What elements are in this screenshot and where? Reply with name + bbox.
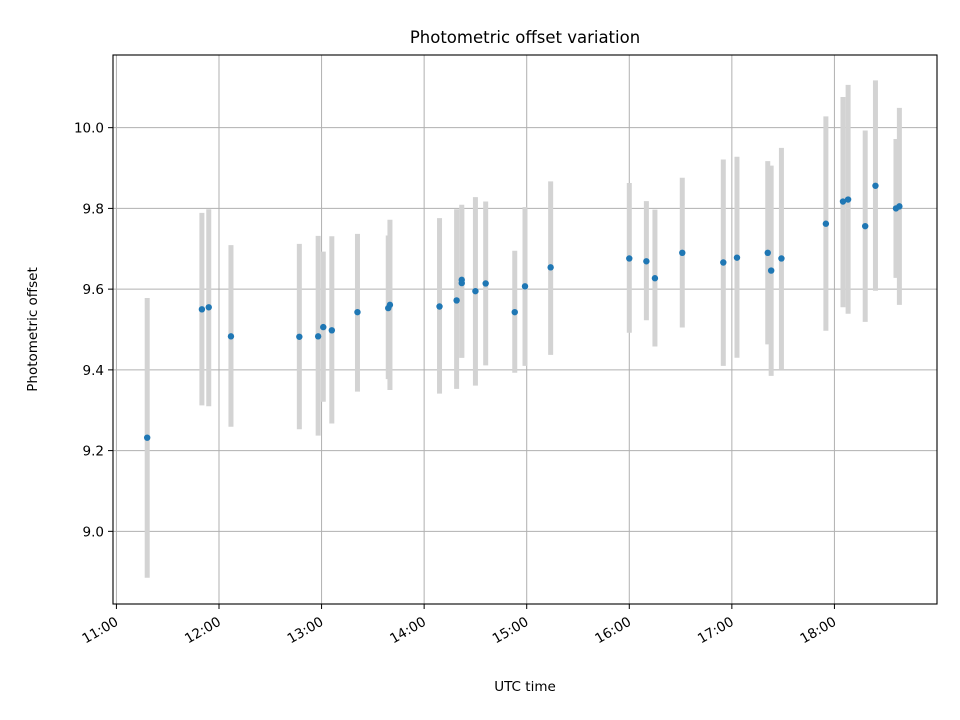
chart-title: Photometric offset variation [410,28,640,47]
data-point [521,283,529,290]
axes-frame [112,54,938,605]
data-point [839,198,847,205]
data-point [205,304,212,311]
data-point [472,287,479,295]
data-point [651,275,659,282]
data-point [354,308,361,316]
data-point [314,333,322,340]
data-point [482,280,489,287]
data-points [143,182,903,441]
data-point [844,196,852,203]
data-point [227,333,235,340]
data-point [458,279,465,287]
y-axis-label: Photometric offset [25,267,41,391]
y-tick-label: 10.0 [74,121,104,137]
data-point [643,258,650,265]
data-point [767,267,775,274]
data-point [896,203,903,210]
data-point [822,220,830,227]
data-point [386,301,394,309]
y-tick-label: 9.6 [83,282,104,298]
data-point [328,327,336,334]
y-tick-label: 9.0 [83,524,104,540]
data-point [764,249,771,257]
y-tick-label: 9.2 [83,444,104,460]
data-point [861,222,869,230]
data-point [733,254,741,261]
data-point [547,264,554,271]
y-tick-label: 9.4 [83,363,104,379]
data-point [453,297,460,304]
y-tick-label: 9.8 [83,201,104,217]
data-point [511,308,518,316]
data-point [296,333,303,340]
data-point [198,306,206,313]
data-point [872,182,879,189]
data-point [720,259,727,266]
x-axis-label: UTC time [494,679,556,695]
data-point [143,434,151,441]
data-point [626,255,633,262]
data-point [679,249,686,257]
data-point [436,303,443,310]
data-point [320,323,327,331]
data-point [778,255,785,262]
